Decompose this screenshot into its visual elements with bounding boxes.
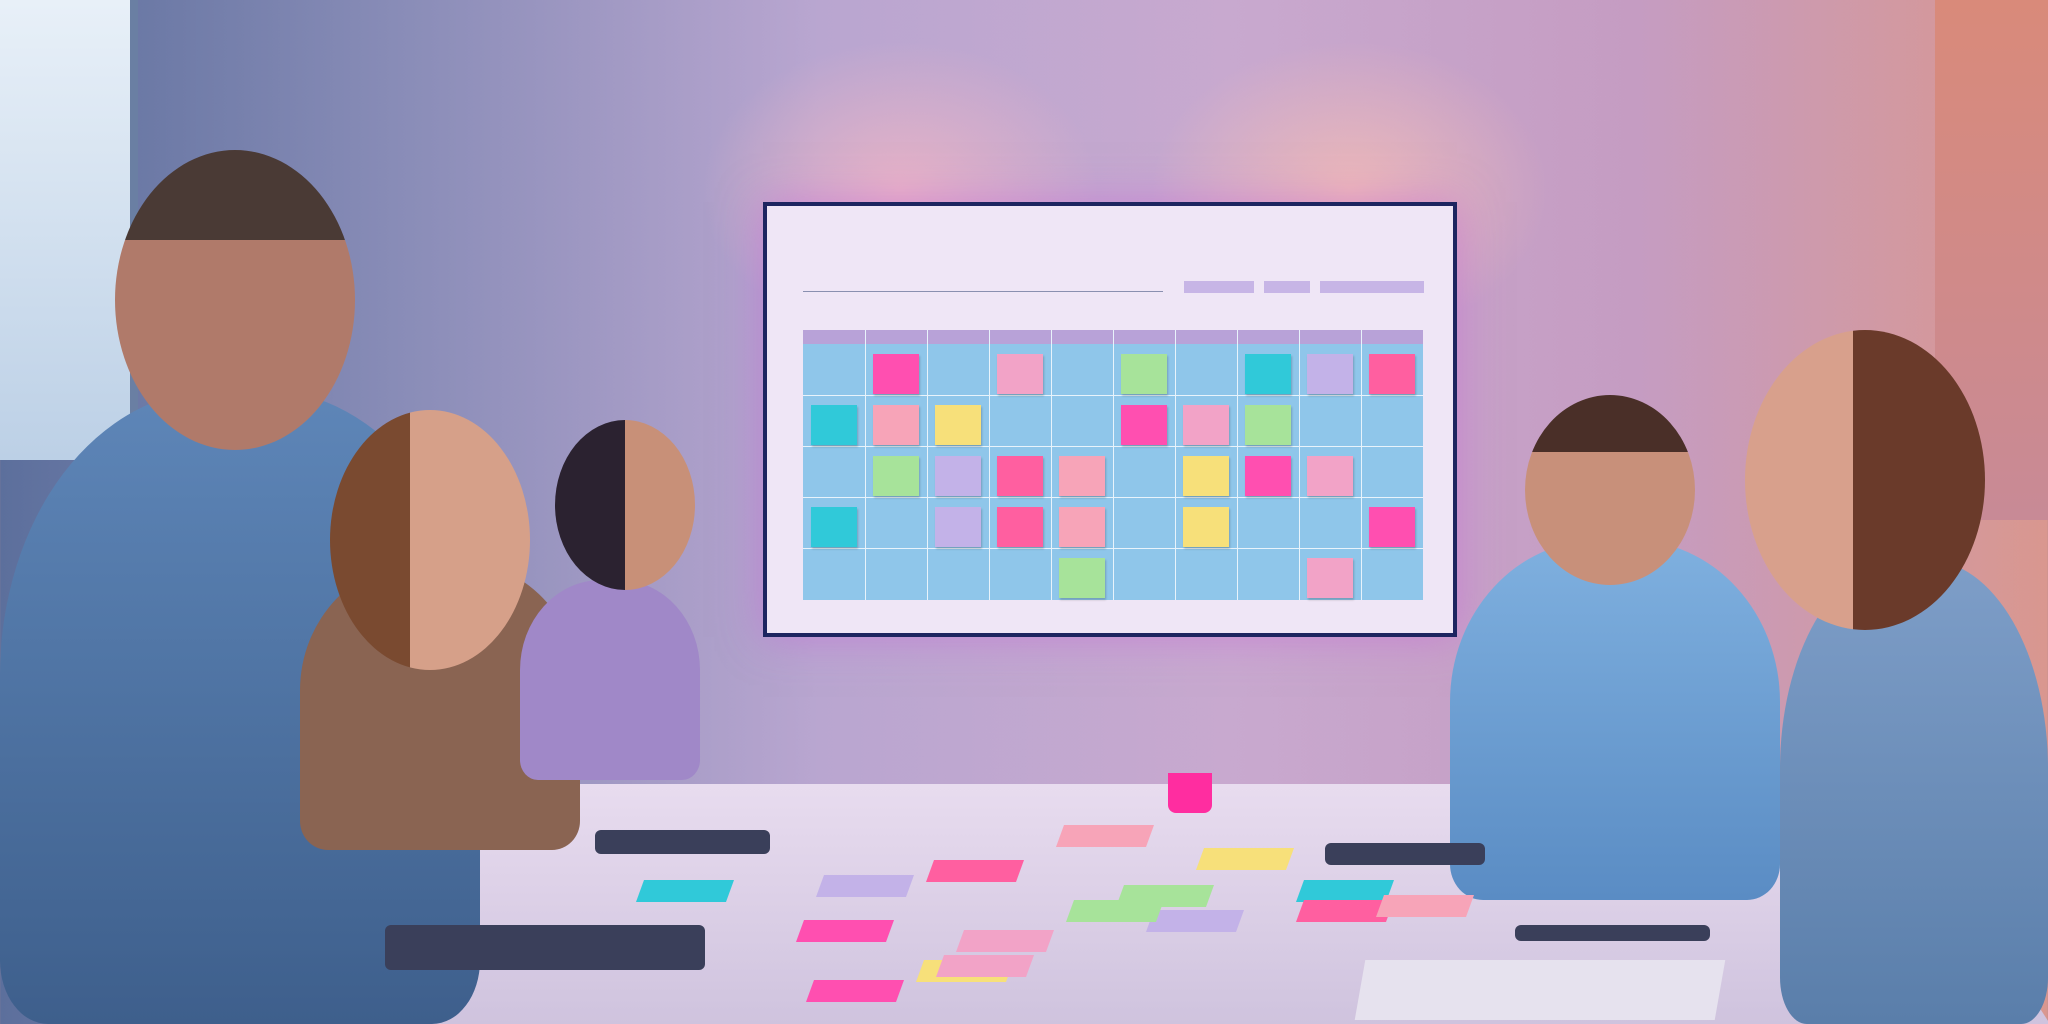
sticky-note <box>925 860 1025 882</box>
person-head <box>1745 330 1985 630</box>
tablet <box>1325 843 1485 865</box>
sticky-note <box>1245 354 1291 394</box>
sticky-note <box>1121 405 1167 445</box>
person-woman-right <box>1780 560 2048 1024</box>
title-line <box>803 291 1163 292</box>
sticky-note <box>1183 507 1229 547</box>
sticky-note <box>873 405 919 445</box>
sticky-note <box>935 507 981 547</box>
person-head <box>1525 395 1695 585</box>
grid-line <box>989 330 990 600</box>
sticky-note <box>955 930 1055 952</box>
sticky-note <box>1183 405 1229 445</box>
grid-line <box>1113 330 1114 600</box>
sticky-note <box>873 456 919 496</box>
toolbar-button <box>1320 281 1424 293</box>
sticky-note <box>1369 507 1415 547</box>
sticky-note <box>635 880 735 902</box>
sticky-note <box>795 920 895 942</box>
phone <box>1515 925 1710 941</box>
sticky-note <box>1375 895 1475 917</box>
sticky-note <box>935 456 981 496</box>
sticky-note <box>1307 558 1353 598</box>
tablet <box>595 830 770 854</box>
grid-line <box>803 395 1423 396</box>
sticky-note <box>1065 900 1165 922</box>
grid-line <box>865 330 866 600</box>
toolbar-button <box>1184 281 1254 293</box>
sticky-note <box>1195 848 1295 870</box>
sticky-note <box>1121 354 1167 394</box>
sticky-note <box>1059 507 1105 547</box>
sticky-note <box>811 405 857 445</box>
sticky-note <box>1307 456 1353 496</box>
sticky-note <box>1183 456 1229 496</box>
grid-line <box>1051 330 1052 600</box>
sticky-note <box>1245 405 1291 445</box>
toolbar-button <box>1264 281 1310 293</box>
sticky-note <box>1307 354 1353 394</box>
grid-line <box>1175 330 1176 600</box>
person-purple-shirt <box>520 580 700 780</box>
calendar-grid <box>803 330 1423 600</box>
grid-line <box>1299 330 1300 600</box>
grid-line <box>1237 330 1238 600</box>
sticky-note <box>805 980 905 1002</box>
sticky-note <box>1059 558 1105 598</box>
sticky-note <box>1295 880 1395 902</box>
person-head <box>115 150 355 450</box>
grid-line <box>927 330 928 600</box>
grid-line <box>1361 330 1362 600</box>
sticky-note <box>873 354 919 394</box>
grid-line <box>803 446 1423 447</box>
grid-line <box>803 548 1423 549</box>
sticky-note <box>997 507 1043 547</box>
sticky-note <box>935 955 1035 977</box>
sticky-note <box>815 875 915 897</box>
sticky-note <box>997 456 1043 496</box>
person-man-right <box>1450 540 1780 900</box>
tablet <box>385 925 705 970</box>
sticky-note <box>1145 910 1245 932</box>
person-head <box>555 420 695 590</box>
window <box>0 0 138 460</box>
sticky-note <box>1245 456 1291 496</box>
sticky-note <box>1369 354 1415 394</box>
coffee-cup <box>1168 773 1212 813</box>
laptop <box>1354 960 1726 1020</box>
sticky-note <box>1059 456 1105 496</box>
sticky-note <box>997 354 1043 394</box>
grid-line <box>803 497 1423 498</box>
sticky-note <box>1055 825 1155 847</box>
wall-display <box>763 202 1457 637</box>
sticky-note <box>811 507 857 547</box>
sticky-note <box>935 405 981 445</box>
person-head <box>330 410 530 670</box>
